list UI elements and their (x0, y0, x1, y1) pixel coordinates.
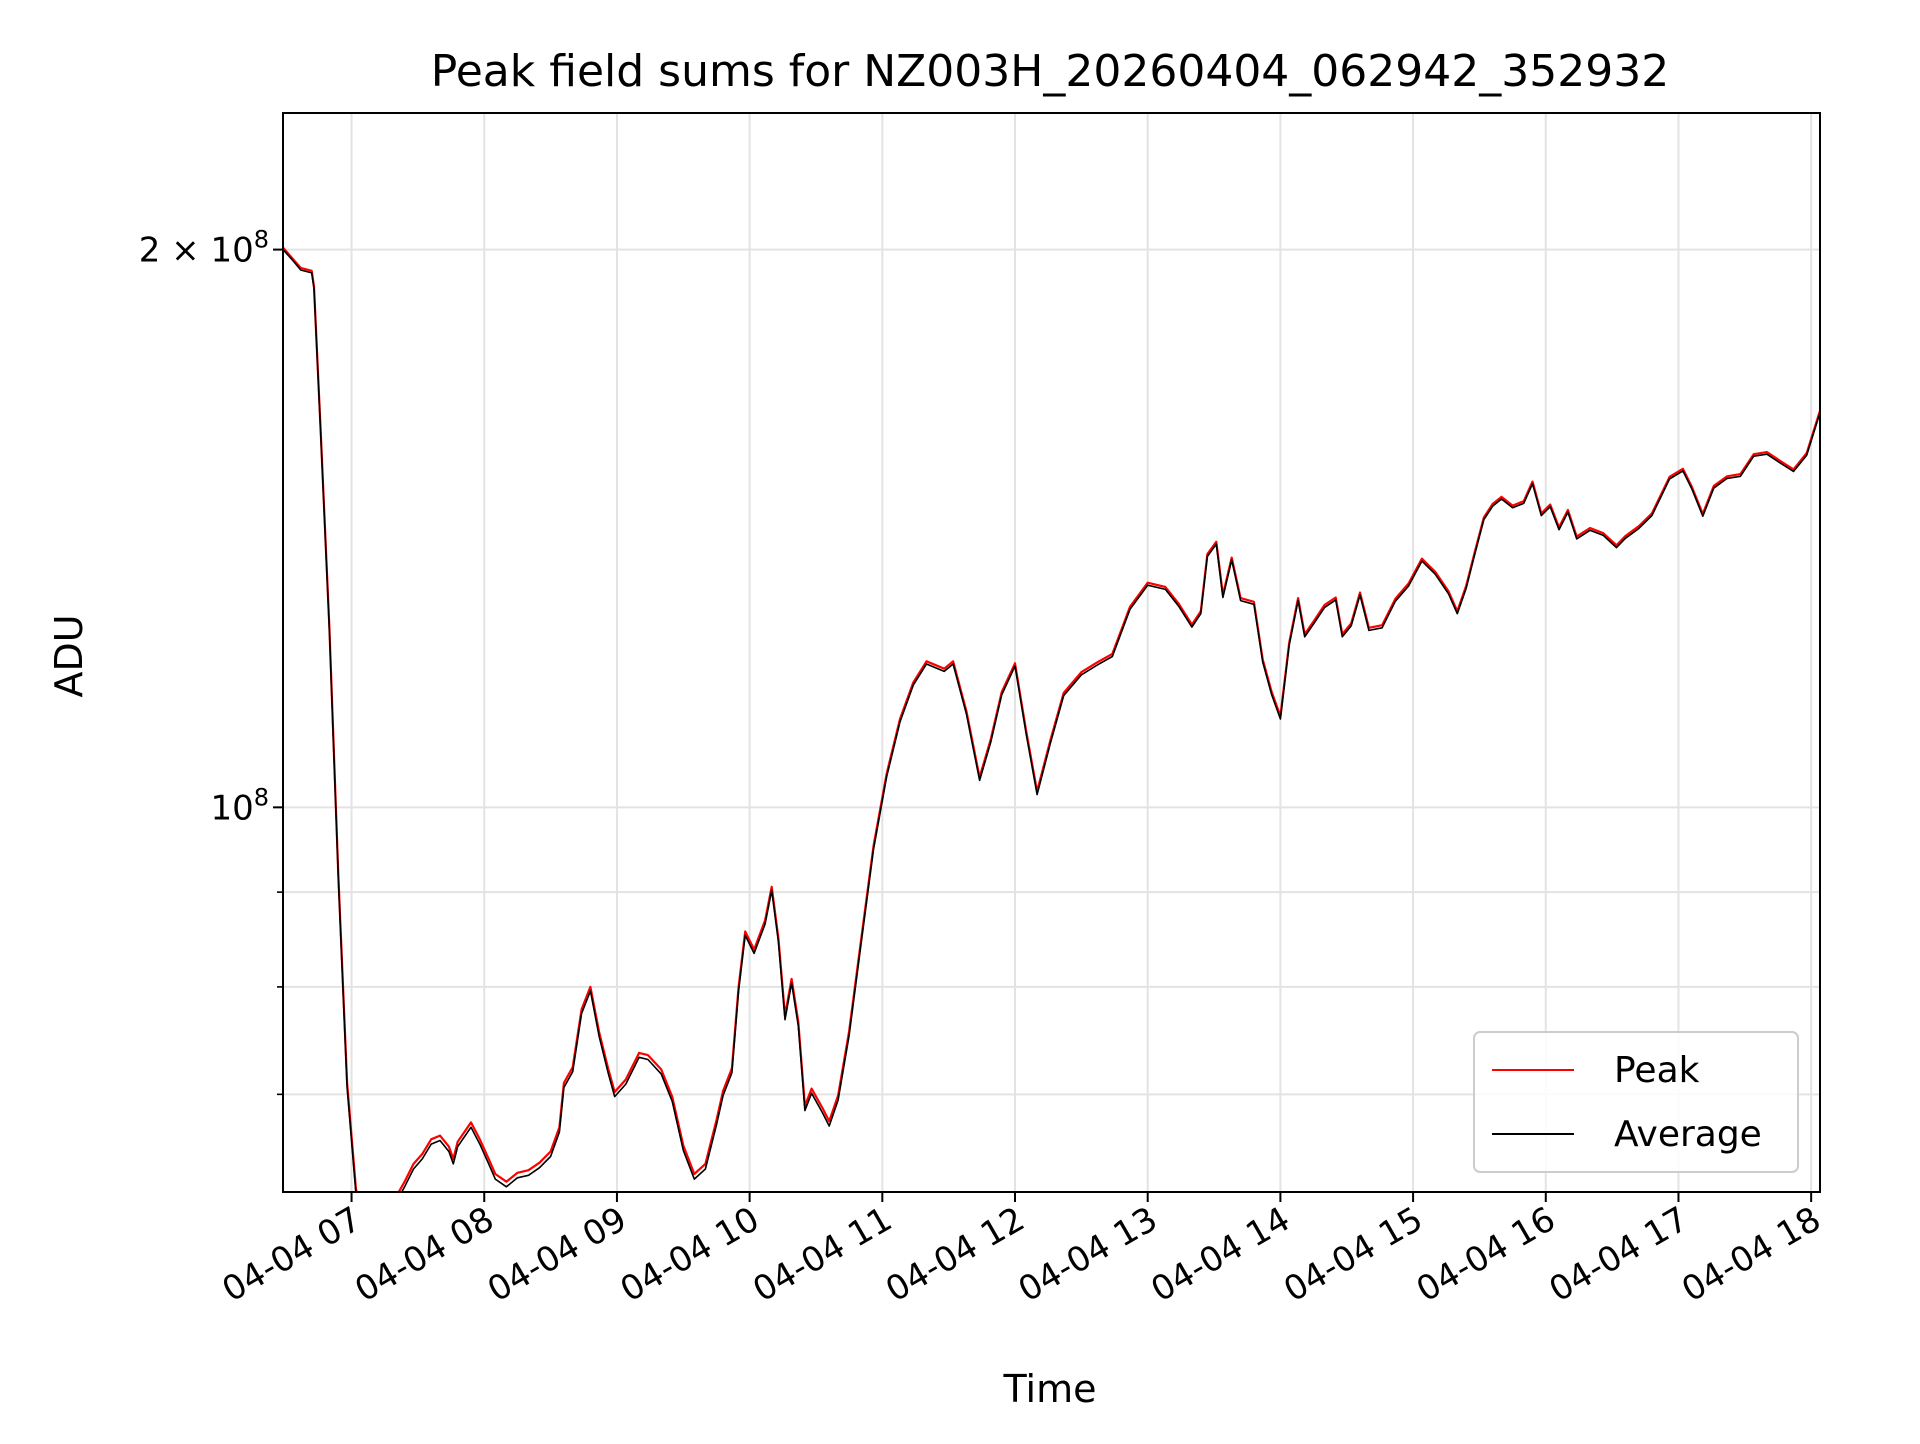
legend-box (1473, 1031, 1799, 1173)
legend-label-average: Average (1614, 1114, 1762, 1155)
chart-title: Peak field sums for NZ003H_20260404_0629… (431, 46, 1669, 97)
series-layer (283, 246, 1820, 1192)
plot-frame (282, 112, 1821, 1193)
series-line-average (283, 249, 1820, 1192)
series-line-peak (283, 246, 1820, 1192)
y-tick-label: 2 × 108 (139, 226, 269, 271)
y-axis-label: ADU (47, 614, 91, 697)
legend: Peak Average (1473, 1031, 1799, 1173)
y-tick-label: 108 (210, 783, 269, 828)
grid-layer (283, 113, 1820, 1192)
x-axis-label: Time (1003, 1367, 1097, 1411)
legend-label-peak: Peak (1614, 1050, 1700, 1091)
